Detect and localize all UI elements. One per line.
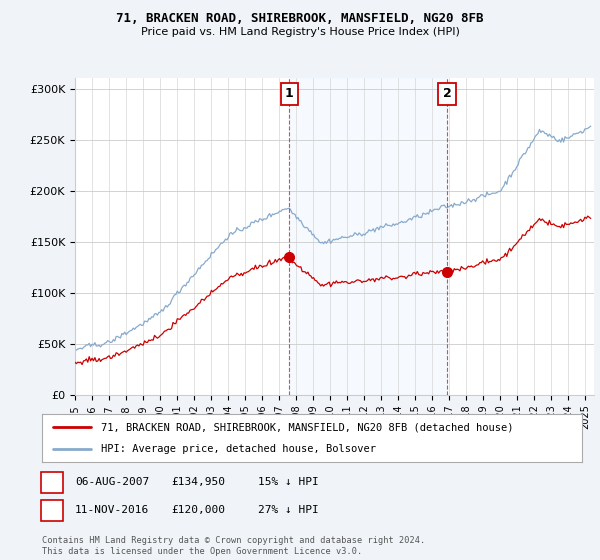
Text: 27% ↓ HPI: 27% ↓ HPI (258, 505, 319, 515)
Bar (289, 78, 447, 395)
Text: 11-NOV-2016: 11-NOV-2016 (75, 505, 149, 515)
Text: 15% ↓ HPI: 15% ↓ HPI (258, 477, 319, 487)
Text: 71, BRACKEN ROAD, SHIREBROOK, MANSFIELD, NG20 8FB (detached house): 71, BRACKEN ROAD, SHIREBROOK, MANSFIELD,… (101, 422, 514, 432)
Text: 2: 2 (443, 87, 452, 100)
Text: £134,950: £134,950 (171, 477, 225, 487)
Text: 06-AUG-2007: 06-AUG-2007 (75, 477, 149, 487)
Text: 71, BRACKEN ROAD, SHIREBROOK, MANSFIELD, NG20 8FB: 71, BRACKEN ROAD, SHIREBROOK, MANSFIELD,… (116, 12, 484, 25)
Text: 1: 1 (49, 477, 55, 487)
Text: HPI: Average price, detached house, Bolsover: HPI: Average price, detached house, Bols… (101, 444, 376, 454)
Text: Price paid vs. HM Land Registry's House Price Index (HPI): Price paid vs. HM Land Registry's House … (140, 27, 460, 38)
Text: 1: 1 (285, 87, 294, 100)
Text: Contains HM Land Registry data © Crown copyright and database right 2024.
This d: Contains HM Land Registry data © Crown c… (42, 536, 425, 556)
Text: 2: 2 (49, 505, 55, 515)
Text: £120,000: £120,000 (171, 505, 225, 515)
